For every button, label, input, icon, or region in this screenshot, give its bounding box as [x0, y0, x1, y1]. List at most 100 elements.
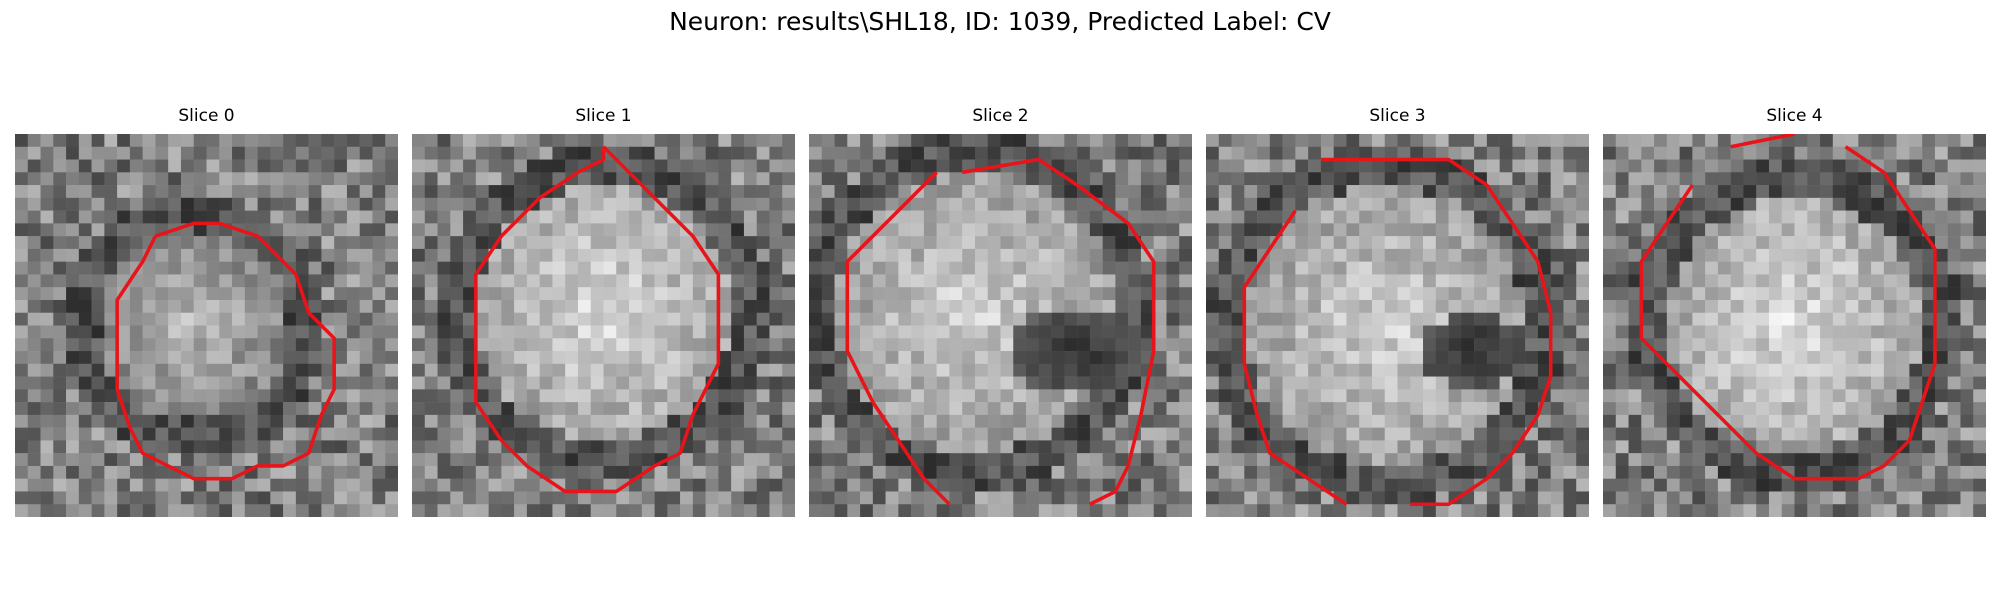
- image-pixel: [193, 134, 207, 148]
- image-pixel: [168, 376, 182, 390]
- image-pixel: [1089, 159, 1103, 173]
- image-pixel: [1922, 134, 1936, 148]
- image-pixel: [308, 299, 322, 313]
- image-pixel: [1410, 299, 1424, 313]
- image-pixel: [1474, 312, 1488, 326]
- image-pixel: [590, 223, 604, 237]
- image-pixel: [1423, 312, 1437, 326]
- image-pixel: [66, 223, 80, 237]
- image-pixel: [1257, 376, 1271, 390]
- image-pixel: [1820, 134, 1834, 148]
- image-pixel: [539, 363, 553, 377]
- image-pixel: [257, 351, 271, 365]
- image-pixel: [53, 465, 67, 479]
- image-pixel: [1603, 478, 1617, 492]
- image-pixel: [117, 504, 131, 517]
- image-pixel: [1435, 351, 1449, 365]
- image-pixel: [1550, 134, 1564, 148]
- image-pixel: [257, 274, 271, 288]
- image-pixel: [616, 389, 630, 403]
- image-pixel: [680, 248, 694, 262]
- image-pixel: [1692, 478, 1706, 492]
- image-pixel: [1461, 338, 1475, 352]
- image-pixel: [705, 414, 719, 428]
- image-pixel: [514, 185, 528, 199]
- image-pixel: [872, 491, 886, 505]
- image-pixel: [1973, 197, 1986, 211]
- image-pixel: [78, 248, 92, 262]
- image-pixel: [1295, 185, 1309, 199]
- image-pixel: [1705, 236, 1719, 250]
- image-pixel: [769, 414, 783, 428]
- image-pixel: [1499, 185, 1513, 199]
- image-pixel: [1423, 172, 1437, 186]
- image-pixel: [692, 159, 706, 173]
- image-pixel: [219, 363, 233, 377]
- image-pixel: [1550, 389, 1564, 403]
- image-pixel: [1206, 389, 1220, 403]
- image-pixel: [616, 363, 630, 377]
- image-pixel: [847, 261, 861, 275]
- image-pixel: [1896, 363, 1910, 377]
- image-pixel: [1896, 504, 1910, 517]
- image-pixel: [1231, 185, 1245, 199]
- image-pixel: [142, 351, 156, 365]
- image-pixel: [552, 210, 566, 224]
- image-pixel: [1807, 185, 1821, 199]
- image-pixel: [680, 172, 694, 186]
- image-pixel: [987, 210, 1001, 224]
- image-pixel: [463, 363, 477, 377]
- image-pixel: [104, 197, 118, 211]
- image-pixel: [1679, 236, 1693, 250]
- image-pixel: [66, 504, 80, 517]
- image-pixel: [257, 376, 271, 390]
- image-pixel: [872, 465, 886, 479]
- image-pixel: [962, 210, 976, 224]
- image-pixel: [1896, 274, 1910, 288]
- image-pixel: [1269, 261, 1283, 275]
- image-pixel: [1794, 134, 1808, 148]
- image-pixel: [923, 287, 937, 301]
- image-pixel: [834, 465, 848, 479]
- image-pixel: [40, 402, 54, 416]
- image-pixel: [412, 504, 426, 517]
- image-pixel: [898, 312, 912, 326]
- image-pixel: [1832, 363, 1846, 377]
- image-pixel: [1654, 287, 1668, 301]
- image-pixel: [641, 453, 655, 467]
- image-pixel: [1038, 172, 1052, 186]
- image-pixel: [1909, 159, 1923, 173]
- image-pixel: [1832, 427, 1846, 441]
- image-pixel: [308, 325, 322, 339]
- image-pixel: [1153, 338, 1167, 352]
- image-pixel: [936, 478, 950, 492]
- image-pixel: [308, 159, 322, 173]
- image-pixel: [295, 223, 309, 237]
- image-pixel: [1346, 427, 1360, 441]
- image-pixel: [359, 197, 373, 211]
- image-pixel: [1282, 287, 1296, 301]
- image-pixel: [1794, 299, 1808, 313]
- image-pixel: [424, 197, 438, 211]
- image-pixel: [1896, 338, 1910, 352]
- image-pixel: [756, 287, 770, 301]
- image-pixel: [1845, 287, 1859, 301]
- image-pixel: [1179, 491, 1192, 505]
- image-pixel: [1013, 223, 1027, 237]
- image-pixel: [1666, 414, 1680, 428]
- image-pixel: [1486, 478, 1500, 492]
- image-pixel: [1320, 134, 1334, 148]
- image-pixel: [270, 236, 284, 250]
- image-pixel: [1947, 427, 1961, 441]
- image-pixel: [1845, 414, 1859, 428]
- image-pixel: [1603, 172, 1617, 186]
- image-pixel: [1346, 274, 1360, 288]
- image-pixel: [1666, 338, 1680, 352]
- image-pixel: [346, 185, 360, 199]
- image-pixel: [1550, 312, 1564, 326]
- image-pixel: [53, 478, 67, 492]
- image-pixel: [1206, 338, 1220, 352]
- image-pixel: [1423, 325, 1437, 339]
- image-pixel: [1102, 389, 1116, 403]
- image-pixel: [412, 287, 426, 301]
